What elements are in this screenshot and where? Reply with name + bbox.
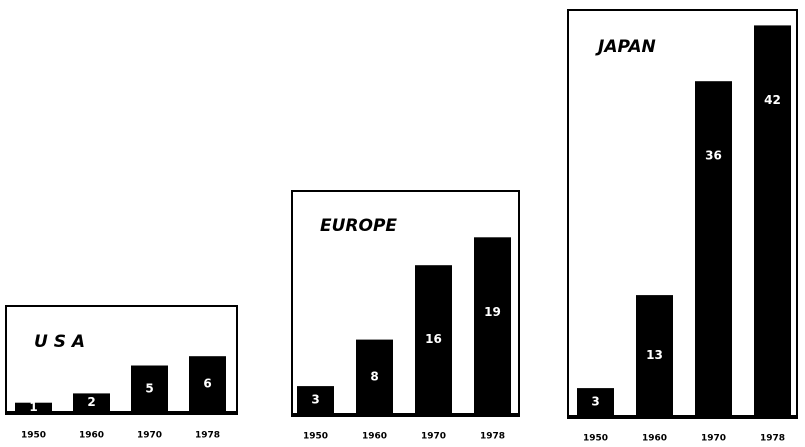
x-tick-label: 1960	[642, 434, 667, 444]
value-label: 36	[705, 149, 722, 163]
x-tick-label: 1978	[480, 432, 505, 442]
value-label: 5	[145, 381, 153, 395]
bar	[415, 265, 452, 414]
panel-frame	[567, 9, 798, 419]
panel-title: EUROPE	[320, 216, 397, 236]
value-label: 8	[370, 369, 378, 383]
x-tick-label: 1970	[421, 432, 446, 442]
value-label: 13	[646, 348, 663, 362]
value-label: 6	[203, 377, 211, 391]
x-tick-label: 1950	[21, 431, 46, 441]
x-tick-label: 1978	[760, 434, 785, 444]
bar	[474, 237, 511, 414]
value-label: 3	[591, 395, 599, 409]
bar	[189, 356, 226, 412]
x-tick-label: 1950	[303, 432, 328, 442]
bar	[754, 25, 791, 417]
value-label: 1	[29, 400, 37, 414]
x-tick-label: 1978	[195, 431, 220, 441]
bar	[131, 365, 168, 412]
bar	[695, 81, 732, 416]
panel-title: U S A	[34, 332, 85, 352]
x-tick-label: 1960	[362, 432, 387, 442]
x-tick-label: 1970	[701, 434, 726, 444]
bar	[73, 393, 110, 412]
value-label: 3	[311, 393, 319, 407]
panel-title: JAPAN	[595, 37, 656, 57]
bar	[636, 295, 673, 416]
bar	[15, 402, 52, 412]
panel-frame	[5, 305, 238, 415]
x-tick-label: 1950	[583, 434, 608, 444]
value-label: 42	[764, 93, 781, 107]
bar	[297, 386, 334, 414]
x-tick-label: 1960	[79, 431, 104, 441]
value-label: 19	[484, 305, 501, 319]
bar	[577, 388, 614, 416]
bar	[356, 339, 393, 414]
x-tick-label: 1970	[137, 431, 162, 441]
value-label: 16	[425, 332, 442, 346]
panel-frame	[291, 190, 520, 417]
value-label: 2	[87, 395, 95, 409]
